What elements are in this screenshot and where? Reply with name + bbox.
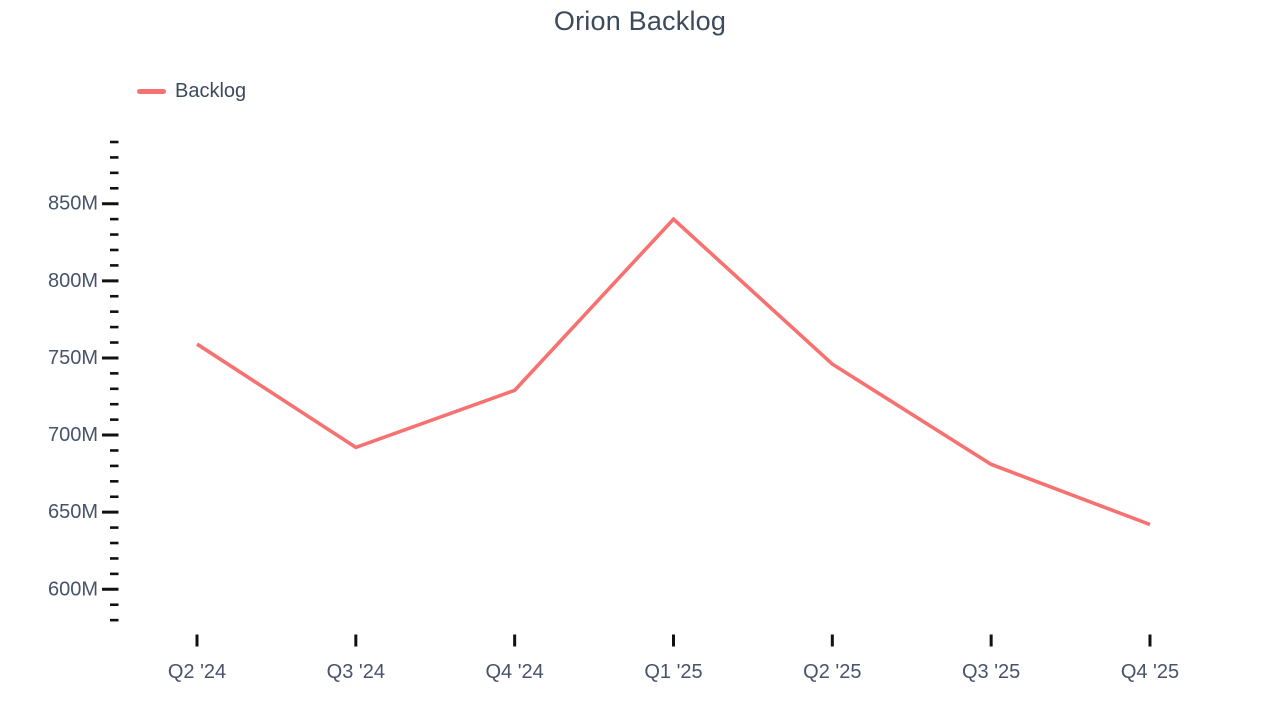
x-tick-label: Q4 '24 — [486, 661, 544, 683]
x-tick-label: Q4 '25 — [1121, 661, 1179, 683]
x-tick-label: Q3 '24 — [327, 661, 385, 683]
legend: Backlog — [137, 80, 246, 103]
x-tick-label: Q2 '24 — [168, 661, 226, 683]
series-line-backlog — [196, 216, 1151, 527]
x-tick-label: Q1 '25 — [644, 661, 702, 683]
y-tick-label: 650M — [48, 501, 98, 523]
y-tick-label: 700M — [48, 424, 98, 446]
legend-swatch-backlog — [137, 89, 166, 94]
y-tick-label: 750M — [48, 347, 98, 369]
y-tick-label: 850M — [48, 193, 98, 215]
y-tick-label: 800M — [48, 270, 98, 292]
x-tick-label: Q3 '25 — [962, 661, 1020, 683]
x-tick-label: Q2 '25 — [803, 661, 861, 683]
legend-label-backlog: Backlog — [175, 80, 247, 102]
chart-title: Orion Backlog — [553, 6, 727, 36]
y-tick-label: 600M — [48, 578, 98, 600]
